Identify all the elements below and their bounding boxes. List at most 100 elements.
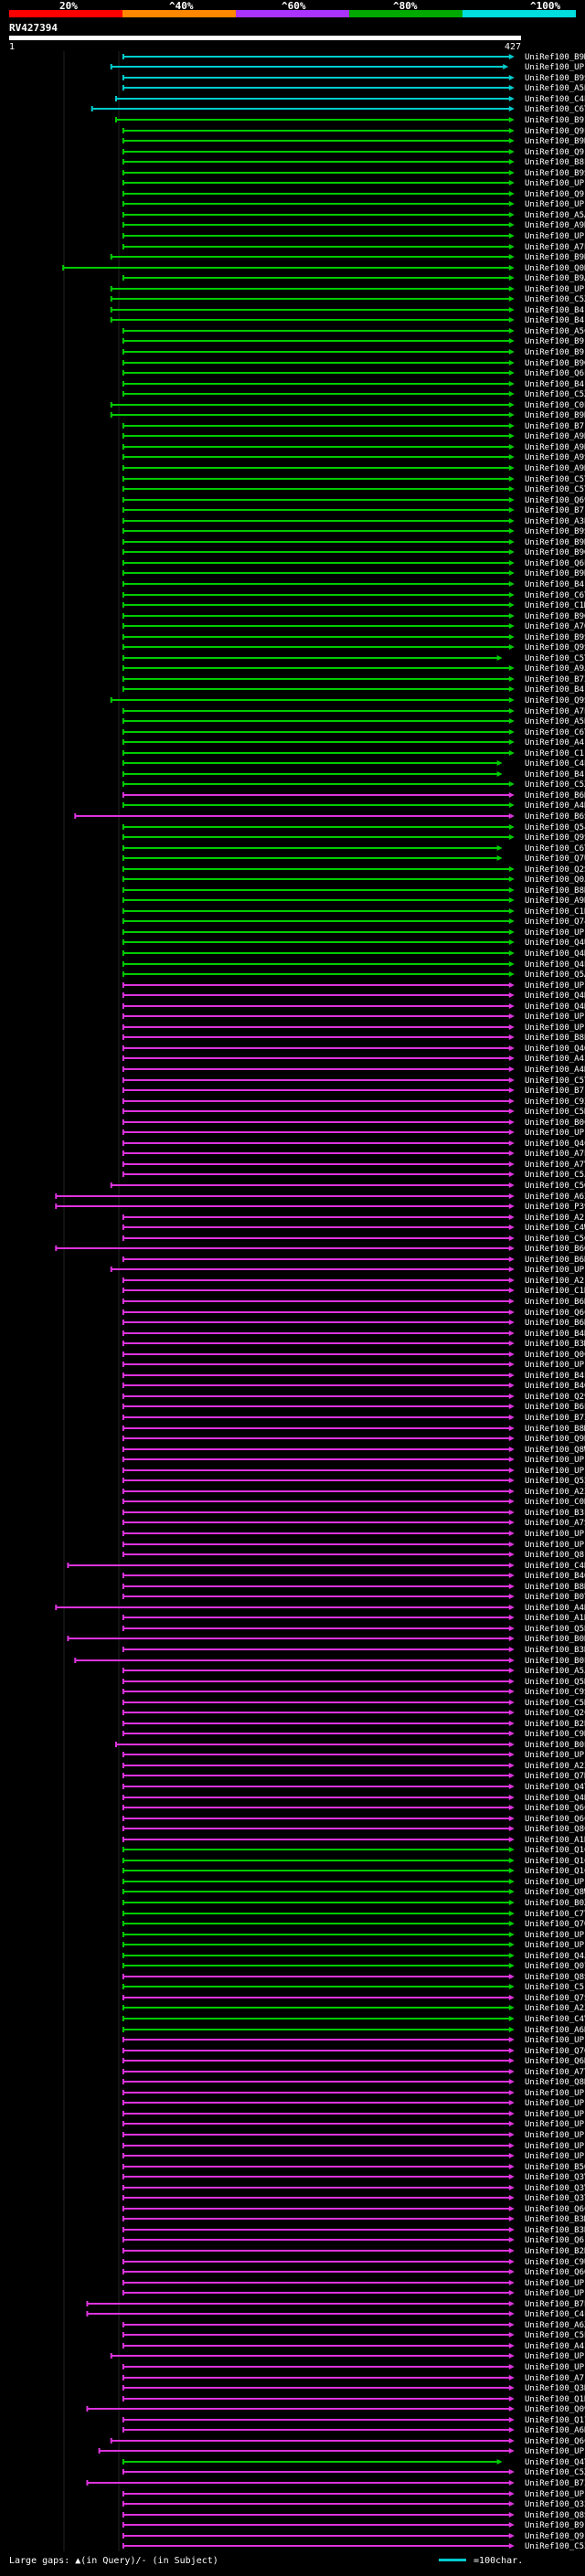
alignment-row[interactable]: UniRef100_UP1000...	[122, 200, 585, 209]
row-label[interactable]: UniRef100_UP1000...	[525, 2099, 585, 2108]
row-label[interactable]: UniRef100_B9HHX1	[525, 538, 585, 547]
alignment-row[interactable]: UniRef100_Q7Q2Z0	[122, 2047, 585, 2056]
alignment-row[interactable]: UniRef100_Q6CS00	[122, 1815, 585, 1824]
alignment-row[interactable]: UniRef100_UP1000...	[122, 1467, 585, 1476]
alignment-row[interactable]: UniRef100_B0CX19	[122, 1118, 585, 1128]
alignment-row[interactable]: UniRef100_B5Q0R1	[122, 2163, 585, 2172]
row-label[interactable]: UniRef100_B6K8R9	[525, 791, 585, 800]
alignment-row[interactable]: UniRef100_C1N3E6	[122, 907, 585, 917]
row-label[interactable]: UniRef100_B4FDJ4	[525, 685, 585, 694]
alignment-row[interactable]: UniRef100_C9K7Q6	[122, 1730, 585, 1739]
row-label[interactable]: UniRef100_Q9SHI2	[525, 833, 585, 843]
row-label[interactable]: UniRef100_Q5KHQ2	[525, 1678, 585, 1687]
alignment-row[interactable]: UniRef100_A4FFJ8	[122, 738, 585, 747]
row-label[interactable]: UniRef100_UP1000...	[525, 1751, 585, 1760]
alignment-row[interactable]: UniRef100_UP1000...	[122, 1530, 585, 1539]
row-label[interactable]: UniRef100_UP1000...	[525, 1456, 585, 1465]
alignment-row[interactable]: UniRef100_B0EHF2	[114, 1741, 585, 1750]
alignment-row[interactable]: UniRef100_B9G9N2	[122, 359, 585, 368]
alignment-row[interactable]: UniRef100_Q7Q689	[122, 1920, 585, 1929]
alignment-row[interactable]: UniRef100_C4R4A6	[67, 1562, 585, 1571]
alignment-row[interactable]: UniRef100_Q6Q809	[122, 2268, 585, 2277]
row-label[interactable]: UniRef100_B7ZY17	[525, 675, 585, 684]
alignment-row[interactable]: UniRef100_Q4JP24	[122, 1952, 585, 1961]
alignment-row[interactable]: UniRef100_A2Z4N0	[122, 1488, 585, 1497]
alignment-row[interactable]: UniRef100_P39008	[55, 1203, 585, 1212]
alignment-row[interactable]: UniRef100_A2Z4P4	[122, 2004, 585, 2013]
alignment-row[interactable]: UniRef100_UP1000...	[122, 1012, 585, 1022]
row-label[interactable]: UniRef100_C5YLX4	[525, 485, 585, 494]
alignment-row[interactable]: UniRef100_B4FDJ4	[122, 685, 585, 694]
alignment-row[interactable]: UniRef100_UP1000...	[122, 1541, 585, 1550]
alignment-row[interactable]: UniRef100_Q6C3W9	[122, 1804, 585, 1813]
row-label[interactable]: UniRef100_Q7Q689	[525, 1920, 585, 1929]
row-label[interactable]: UniRef100_B8MR42	[525, 1425, 585, 1434]
alignment-row[interactable]: UniRef100_C5YSC2	[122, 475, 585, 484]
alignment-row[interactable]: UniRef100_Q6EQV6	[122, 559, 585, 568]
alignment-row[interactable]: UniRef100_B2NWM4	[122, 2247, 585, 2256]
alignment-row[interactable]: UniRef100_A5C0J9	[122, 327, 585, 336]
alignment-row[interactable]: UniRef100_A7PFS7	[122, 707, 585, 716]
alignment-row[interactable]: UniRef100_B9HAR5	[110, 411, 585, 420]
row-label[interactable]: UniRef100_UP1000...	[525, 2036, 585, 2045]
alignment-row[interactable]: UniRef100_C5DC43	[122, 1108, 585, 1117]
alignment-row[interactable]: UniRef100_C5XCC2	[122, 390, 585, 399]
alignment-row[interactable]: UniRef100_Q16FZ3	[122, 1846, 585, 1855]
row-label[interactable]: UniRef100_A7QH45	[525, 622, 585, 631]
row-label[interactable]: UniRef100_A2Z4N0	[525, 1488, 585, 1497]
alignment-row[interactable]: UniRef100_UP1000...	[110, 63, 585, 72]
alignment-row[interactable]: UniRef100_UP1000...	[122, 981, 585, 991]
alignment-row[interactable]: UniRef100_A7TFX9	[122, 2068, 585, 2077]
alignment-row[interactable]: UniRef100_B9F4R6	[122, 2521, 585, 2530]
row-label[interactable]: UniRef100_A7P8Y6	[525, 1150, 585, 1159]
row-label[interactable]: UniRef100_UP1000...	[525, 2131, 585, 2140]
row-label[interactable]: UniRef100_B8BQ16	[525, 1034, 585, 1043]
row-label[interactable]: UniRef100_Q3TLX8	[525, 2194, 585, 2203]
row-label[interactable]: UniRef100_Q09BP8	[525, 2405, 585, 2414]
row-label[interactable]: UniRef100_B7FJ18	[525, 422, 585, 431]
row-label[interactable]: UniRef100_UP1000...	[525, 1129, 585, 1138]
row-label[interactable]: UniRef100_C4P742	[525, 95, 585, 104]
alignment-row[interactable]: UniRef100_B8NE31	[122, 1583, 585, 1592]
row-label[interactable]: UniRef100_Q8KQ85	[525, 2078, 585, 2087]
alignment-row[interactable]: UniRef100_B4FG48	[122, 380, 585, 389]
row-label[interactable]: UniRef100_Q5B2Z8	[525, 1625, 585, 1634]
row-label[interactable]: UniRef100_B9HBE3	[525, 137, 585, 146]
row-label[interactable]: UniRef100_UP1000...	[525, 2447, 585, 2456]
alignment-row[interactable]: UniRef100_A5B1D5	[122, 84, 585, 93]
alignment-row[interactable]: UniRef100_C5GUT3	[110, 1182, 585, 1191]
row-label[interactable]: UniRef100_Q81GD6	[525, 1551, 585, 1560]
row-label[interactable]: UniRef100_C5GUT3	[525, 1182, 585, 1191]
row-label[interactable]: UniRef100_Q4NLZ7	[525, 949, 585, 959]
row-label[interactable]: UniRef100_B6KBL3	[525, 1256, 585, 1265]
row-label[interactable]: UniRef100_A2Z4P4	[525, 2004, 585, 2013]
alignment-row[interactable]: UniRef100_C5YQ45	[122, 1076, 585, 1086]
row-label[interactable]: UniRef100_B9RRD3	[525, 569, 585, 578]
alignment-row[interactable]: UniRef100_B4FX03	[110, 316, 585, 325]
row-label[interactable]: UniRef100_B9G9N2	[525, 359, 585, 368]
alignment-row[interactable]: UniRef100_C6TDO0	[90, 105, 585, 114]
alignment-row[interactable]: UniRef100_Q7S2S5	[122, 1994, 585, 2003]
alignment-row[interactable]: UniRef100_C4P742	[114, 95, 585, 104]
alignment-row[interactable]: UniRef100_Q16FZ1	[122, 1867, 585, 1876]
row-label[interactable]: UniRef100_B6KVC3	[525, 1319, 585, 1328]
row-label[interactable]: UniRef100_B9HEH0	[525, 253, 585, 262]
row-label[interactable]: UniRef100_C9K7Q6	[525, 1730, 585, 1739]
alignment-row[interactable]: UniRef100_B6KVC3	[122, 1319, 585, 1328]
row-label[interactable]: UniRef100_B9SYZ3	[525, 169, 585, 178]
alignment-row[interactable]: UniRef100_B3NWN9	[122, 1646, 585, 1655]
alignment-row[interactable]: UniRef100_B7FJG2	[122, 506, 585, 515]
alignment-row[interactable]: UniRef100_B2B3U8	[122, 1720, 585, 1729]
alignment-row[interactable]: UniRef100_C1H1U8	[122, 1287, 585, 1296]
alignment-row[interactable]: UniRef100_UP1000...	[122, 1361, 585, 1370]
alignment-row[interactable]: UniRef100_B9I1P4	[114, 116, 585, 125]
alignment-row[interactable]: UniRef100_UP1000...	[122, 928, 585, 938]
alignment-row[interactable]: UniRef100_C9U1V1	[122, 2258, 585, 2267]
alignment-row[interactable]: UniRef100_A6RU76	[122, 2026, 585, 2035]
alignment-row[interactable]: UniRef100_Q81GD6	[122, 1551, 585, 1560]
row-label[interactable]: UniRef100_B4FRF5	[525, 306, 585, 315]
alignment-row[interactable]: UniRef100_B7ZY17	[122, 675, 585, 684]
row-label[interactable]: UniRef100_Q0DNT7	[525, 264, 585, 273]
alignment-row[interactable]: UniRef100_C5P7D4	[122, 2331, 585, 2340]
row-label[interactable]: UniRef100_Q52KA9	[525, 1477, 585, 1486]
